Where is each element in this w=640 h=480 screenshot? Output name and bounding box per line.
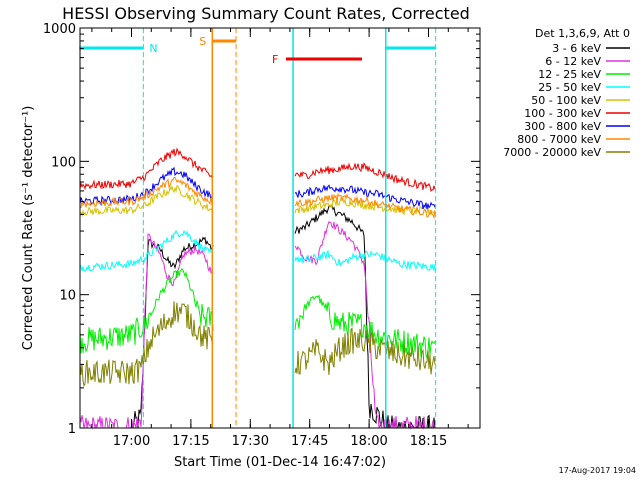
series-line-9-part2 bbox=[294, 327, 436, 376]
series-line-3-part1 bbox=[79, 267, 214, 354]
series-line-6-part1 bbox=[79, 147, 214, 191]
legend-label: 100 - 300 keV bbox=[524, 107, 601, 120]
x-tick-label: 18:00 bbox=[350, 434, 387, 449]
series-line-8-part1 bbox=[79, 176, 214, 209]
x-tick-label: 17:15 bbox=[172, 434, 209, 449]
x-tick-label: 17:45 bbox=[291, 434, 328, 449]
legend-label: 800 - 7000 keV bbox=[517, 133, 601, 146]
plot-frame bbox=[79, 27, 481, 429]
y-tick-label: 1 bbox=[68, 422, 76, 437]
y-axis-label: Corrected Count Rate (s⁻¹ detector⁻¹) bbox=[21, 106, 36, 351]
x-tick-label: 17:00 bbox=[113, 434, 150, 449]
series-line-7-part2 bbox=[294, 184, 436, 210]
legend-label: 25 - 50 keV bbox=[538, 81, 601, 94]
y-axis: 1 10 100 1000 bbox=[43, 22, 480, 437]
series-line-6-part2 bbox=[294, 162, 436, 192]
flare-label: F bbox=[272, 53, 278, 66]
legend-label: 3 - 6 keV bbox=[552, 42, 601, 55]
saa-label: S bbox=[199, 35, 206, 48]
series-line-9-part1 bbox=[79, 301, 214, 387]
series-line-8-part2 bbox=[294, 192, 436, 220]
timestamp: 17-Aug-2017 19:04 bbox=[559, 466, 636, 475]
series-line-2-part1 bbox=[79, 233, 214, 430]
plot-area: N S F bbox=[79, 28, 437, 430]
series-line-4-part2 bbox=[294, 250, 436, 272]
series-line-3-part2 bbox=[294, 294, 436, 360]
y-tick-label: 1000 bbox=[43, 22, 76, 37]
x-axis-label: Start Time (01-Dec-14 16:47:02) bbox=[174, 455, 386, 470]
legend-label: 6 - 12 keV bbox=[545, 55, 601, 68]
legend-title: Det 1,3,6,9, Att 0 bbox=[535, 27, 630, 40]
legend-label: 50 - 100 keV bbox=[531, 94, 601, 107]
night-label: N bbox=[149, 42, 157, 55]
x-tick-label: 18:15 bbox=[410, 434, 447, 449]
series-line-7-part1 bbox=[79, 166, 214, 207]
y-tick-label: 10 bbox=[59, 289, 76, 304]
legend-label: 300 - 800 keV bbox=[524, 120, 601, 133]
x-tick-label: 17:30 bbox=[232, 434, 269, 449]
legend-label: 12 - 25 keV bbox=[538, 68, 601, 81]
x-axis: 17:00 17:15 17:30 17:45 18:00 18:15 bbox=[91, 28, 469, 449]
series-line-1-part2 bbox=[294, 204, 436, 429]
y-tick-label: 100 bbox=[51, 155, 76, 170]
chart-title: HESSI Observing Summary Count Rates, Cor… bbox=[62, 4, 470, 23]
legend-label: 7000 - 20000 keV bbox=[503, 146, 601, 159]
series-line-4-part1 bbox=[79, 229, 214, 272]
series-line-5-part1 bbox=[79, 184, 214, 218]
